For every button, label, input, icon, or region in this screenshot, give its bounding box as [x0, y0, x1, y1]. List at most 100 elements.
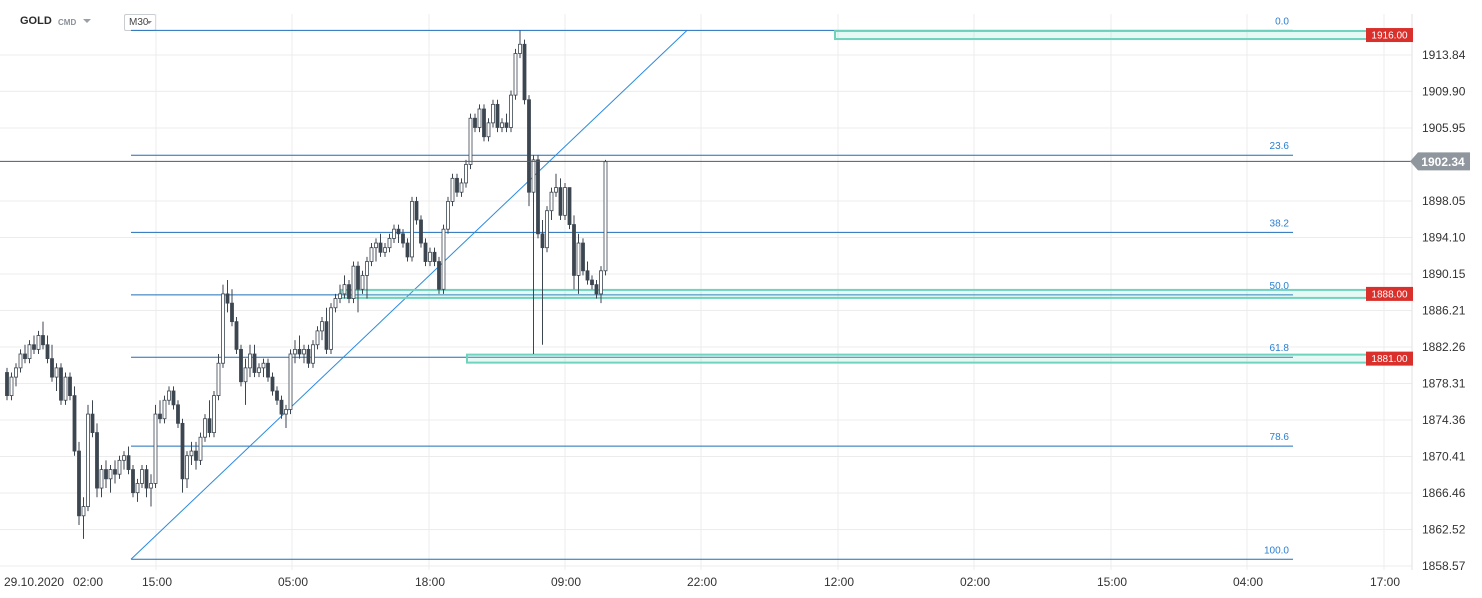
candle: [270, 372, 275, 396]
candle: [180, 418, 185, 493]
candle: [603, 159, 608, 276]
candle-body: [9, 376, 14, 397]
zone-price-tag: [1366, 286, 1413, 301]
candle-body: [500, 122, 504, 128]
candle-body: [77, 450, 81, 517]
candle-body: [405, 242, 410, 258]
candle: [135, 478, 140, 502]
candle-body: [365, 261, 369, 276]
candle-body: [126, 455, 131, 470]
candle: [599, 266, 603, 304]
candle-body: [23, 353, 27, 360]
candle-body: [225, 293, 230, 304]
candle: [306, 344, 311, 368]
candle: [509, 90, 513, 133]
price-axis: 1913.84 1909.90 1905.95 1898.05 1894.10 1890.…: [1422, 48, 1466, 573]
candle-body: [374, 242, 378, 249]
candle: [437, 256, 441, 294]
candle: [500, 118, 504, 133]
candle-body: [549, 191, 554, 212]
candle-body: [288, 353, 293, 410]
candle-body: [347, 284, 351, 299]
candle: [257, 363, 261, 378]
candle-body: [27, 344, 32, 360]
candle-body: [414, 201, 419, 221]
candle-body: [95, 432, 99, 489]
candle-body: [455, 177, 459, 193]
chart-header: GOLD CMD M30: [0, 0, 1400, 34]
candle-body: [590, 279, 594, 286]
candle-body: [423, 242, 428, 262]
candle: [81, 497, 86, 539]
candle: [486, 118, 491, 142]
candle: [5, 367, 9, 401]
candle-body: [320, 321, 324, 332]
candle: [302, 344, 306, 364]
candle: [581, 238, 585, 276]
candle: [558, 178, 563, 220]
fib-level-label: 100.0: [1264, 545, 1289, 556]
candle-body: [144, 469, 149, 489]
candle-body: [248, 353, 252, 369]
candle-body: [234, 321, 239, 350]
price-tick-label: 1894.10: [1422, 231, 1466, 245]
price-tick-label: 1866.46: [1422, 486, 1466, 500]
candle-body: [185, 455, 189, 480]
candle-body: [509, 94, 513, 128]
candle-body: [108, 469, 113, 480]
candle: [360, 270, 365, 294]
time-tick-label: 15:00: [1097, 575, 1127, 589]
candle: [198, 432, 203, 465]
candle: [266, 358, 270, 382]
candle-body: [302, 348, 306, 355]
candle-body: [464, 164, 468, 184]
candle-body: [428, 251, 432, 262]
candle-body: [122, 455, 126, 461]
candle: [576, 233, 581, 294]
candle-body: [396, 228, 401, 235]
candle: [225, 280, 230, 313]
symbol-label[interactable]: GOLD: [20, 15, 52, 27]
candle-body: [198, 436, 203, 461]
price-tick-label: 1898.05: [1422, 194, 1466, 208]
candle: [342, 275, 347, 299]
candle: [410, 196, 414, 262]
candle-body: [432, 251, 437, 262]
zone-price-tag-label: 1916.00: [1371, 31, 1408, 42]
candle: [324, 307, 329, 355]
symbol-dropdown-icon[interactable]: [83, 19, 91, 23]
candle: [383, 243, 387, 257]
candle: [239, 344, 243, 387]
candle-body: [297, 348, 302, 355]
price-tick-label: 1862.52: [1422, 522, 1466, 536]
candle-body: [90, 413, 95, 433]
candle: [513, 48, 518, 100]
candle: [203, 414, 207, 442]
candle: [185, 451, 189, 489]
candle: [122, 451, 126, 470]
candle: [320, 317, 324, 341]
candle: [590, 275, 594, 290]
candle-body: [554, 187, 558, 193]
candle-body: [167, 390, 171, 401]
time-tick-label: 29.10.2020: [4, 575, 64, 589]
support-resistance-zones: [340, 30, 1413, 364]
candle: [212, 390, 216, 438]
candle: [419, 215, 423, 248]
price-tick-label: 1909.90: [1422, 84, 1466, 98]
candle-body: [275, 390, 279, 401]
candle-body: [311, 344, 315, 364]
feed-label: CMD: [58, 18, 77, 27]
candle-body: [585, 270, 590, 281]
candle: [23, 344, 27, 364]
candle: [216, 354, 221, 401]
candle: [99, 464, 104, 498]
candle: [338, 284, 342, 304]
candle-body: [563, 187, 567, 216]
candle: [428, 247, 432, 267]
candle: [495, 99, 500, 133]
candle-body: [383, 247, 387, 253]
candle: [554, 173, 558, 197]
candle-body: [63, 376, 68, 401]
